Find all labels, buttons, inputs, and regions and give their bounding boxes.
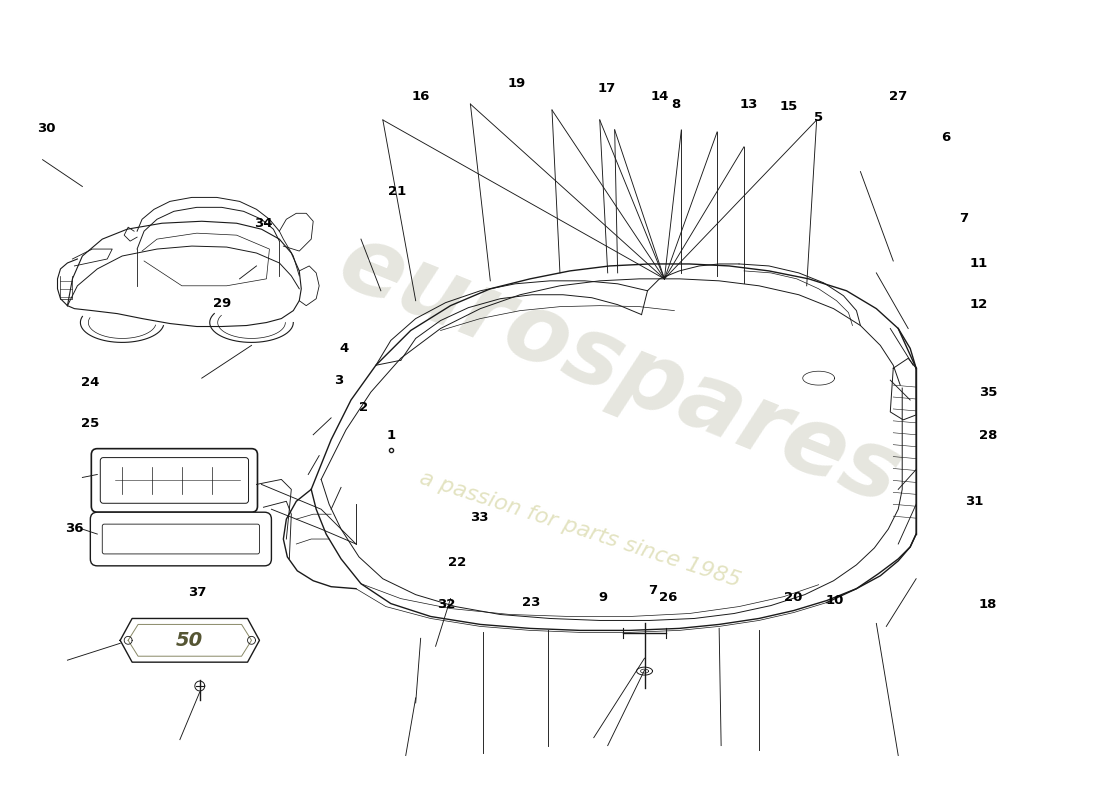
- Text: 8: 8: [671, 98, 681, 111]
- Text: 33: 33: [470, 511, 488, 524]
- Text: 37: 37: [188, 586, 207, 598]
- Text: 50: 50: [176, 631, 204, 650]
- Text: 29: 29: [212, 297, 231, 310]
- Text: 9: 9: [598, 590, 607, 603]
- Text: 36: 36: [65, 522, 84, 535]
- Text: 18: 18: [979, 598, 997, 611]
- Text: 7: 7: [648, 584, 658, 597]
- Text: 27: 27: [889, 90, 908, 103]
- Text: 20: 20: [784, 590, 802, 603]
- Text: 34: 34: [254, 217, 273, 230]
- Text: 10: 10: [825, 594, 844, 606]
- Text: 26: 26: [659, 590, 678, 603]
- Text: 28: 28: [979, 430, 997, 442]
- Text: 12: 12: [970, 298, 988, 311]
- Text: 4: 4: [340, 342, 349, 355]
- Text: 7: 7: [959, 212, 968, 226]
- Text: 17: 17: [597, 82, 616, 95]
- Text: 11: 11: [970, 257, 988, 270]
- Text: 15: 15: [780, 99, 798, 113]
- Text: 23: 23: [522, 596, 540, 609]
- Text: 2: 2: [360, 402, 368, 414]
- Text: eurospares: eurospares: [326, 216, 914, 525]
- FancyBboxPatch shape: [90, 512, 272, 566]
- Text: 25: 25: [81, 418, 99, 430]
- Text: 14: 14: [650, 90, 669, 103]
- Text: 5: 5: [814, 111, 823, 125]
- Text: 19: 19: [508, 78, 526, 90]
- FancyBboxPatch shape: [100, 458, 249, 503]
- Text: 1: 1: [387, 430, 396, 442]
- Text: a passion for parts since 1985: a passion for parts since 1985: [417, 468, 742, 590]
- Text: 35: 35: [979, 386, 997, 398]
- Text: 16: 16: [411, 90, 430, 103]
- FancyBboxPatch shape: [102, 524, 260, 554]
- Text: 31: 31: [966, 495, 983, 508]
- FancyBboxPatch shape: [91, 449, 257, 512]
- Text: 21: 21: [387, 186, 406, 198]
- Text: 6: 6: [942, 131, 950, 144]
- Text: 30: 30: [37, 122, 56, 134]
- Text: 32: 32: [437, 598, 455, 611]
- Text: 13: 13: [740, 98, 758, 111]
- Text: 22: 22: [448, 556, 466, 570]
- Text: 3: 3: [334, 374, 343, 386]
- Text: 24: 24: [81, 376, 99, 389]
